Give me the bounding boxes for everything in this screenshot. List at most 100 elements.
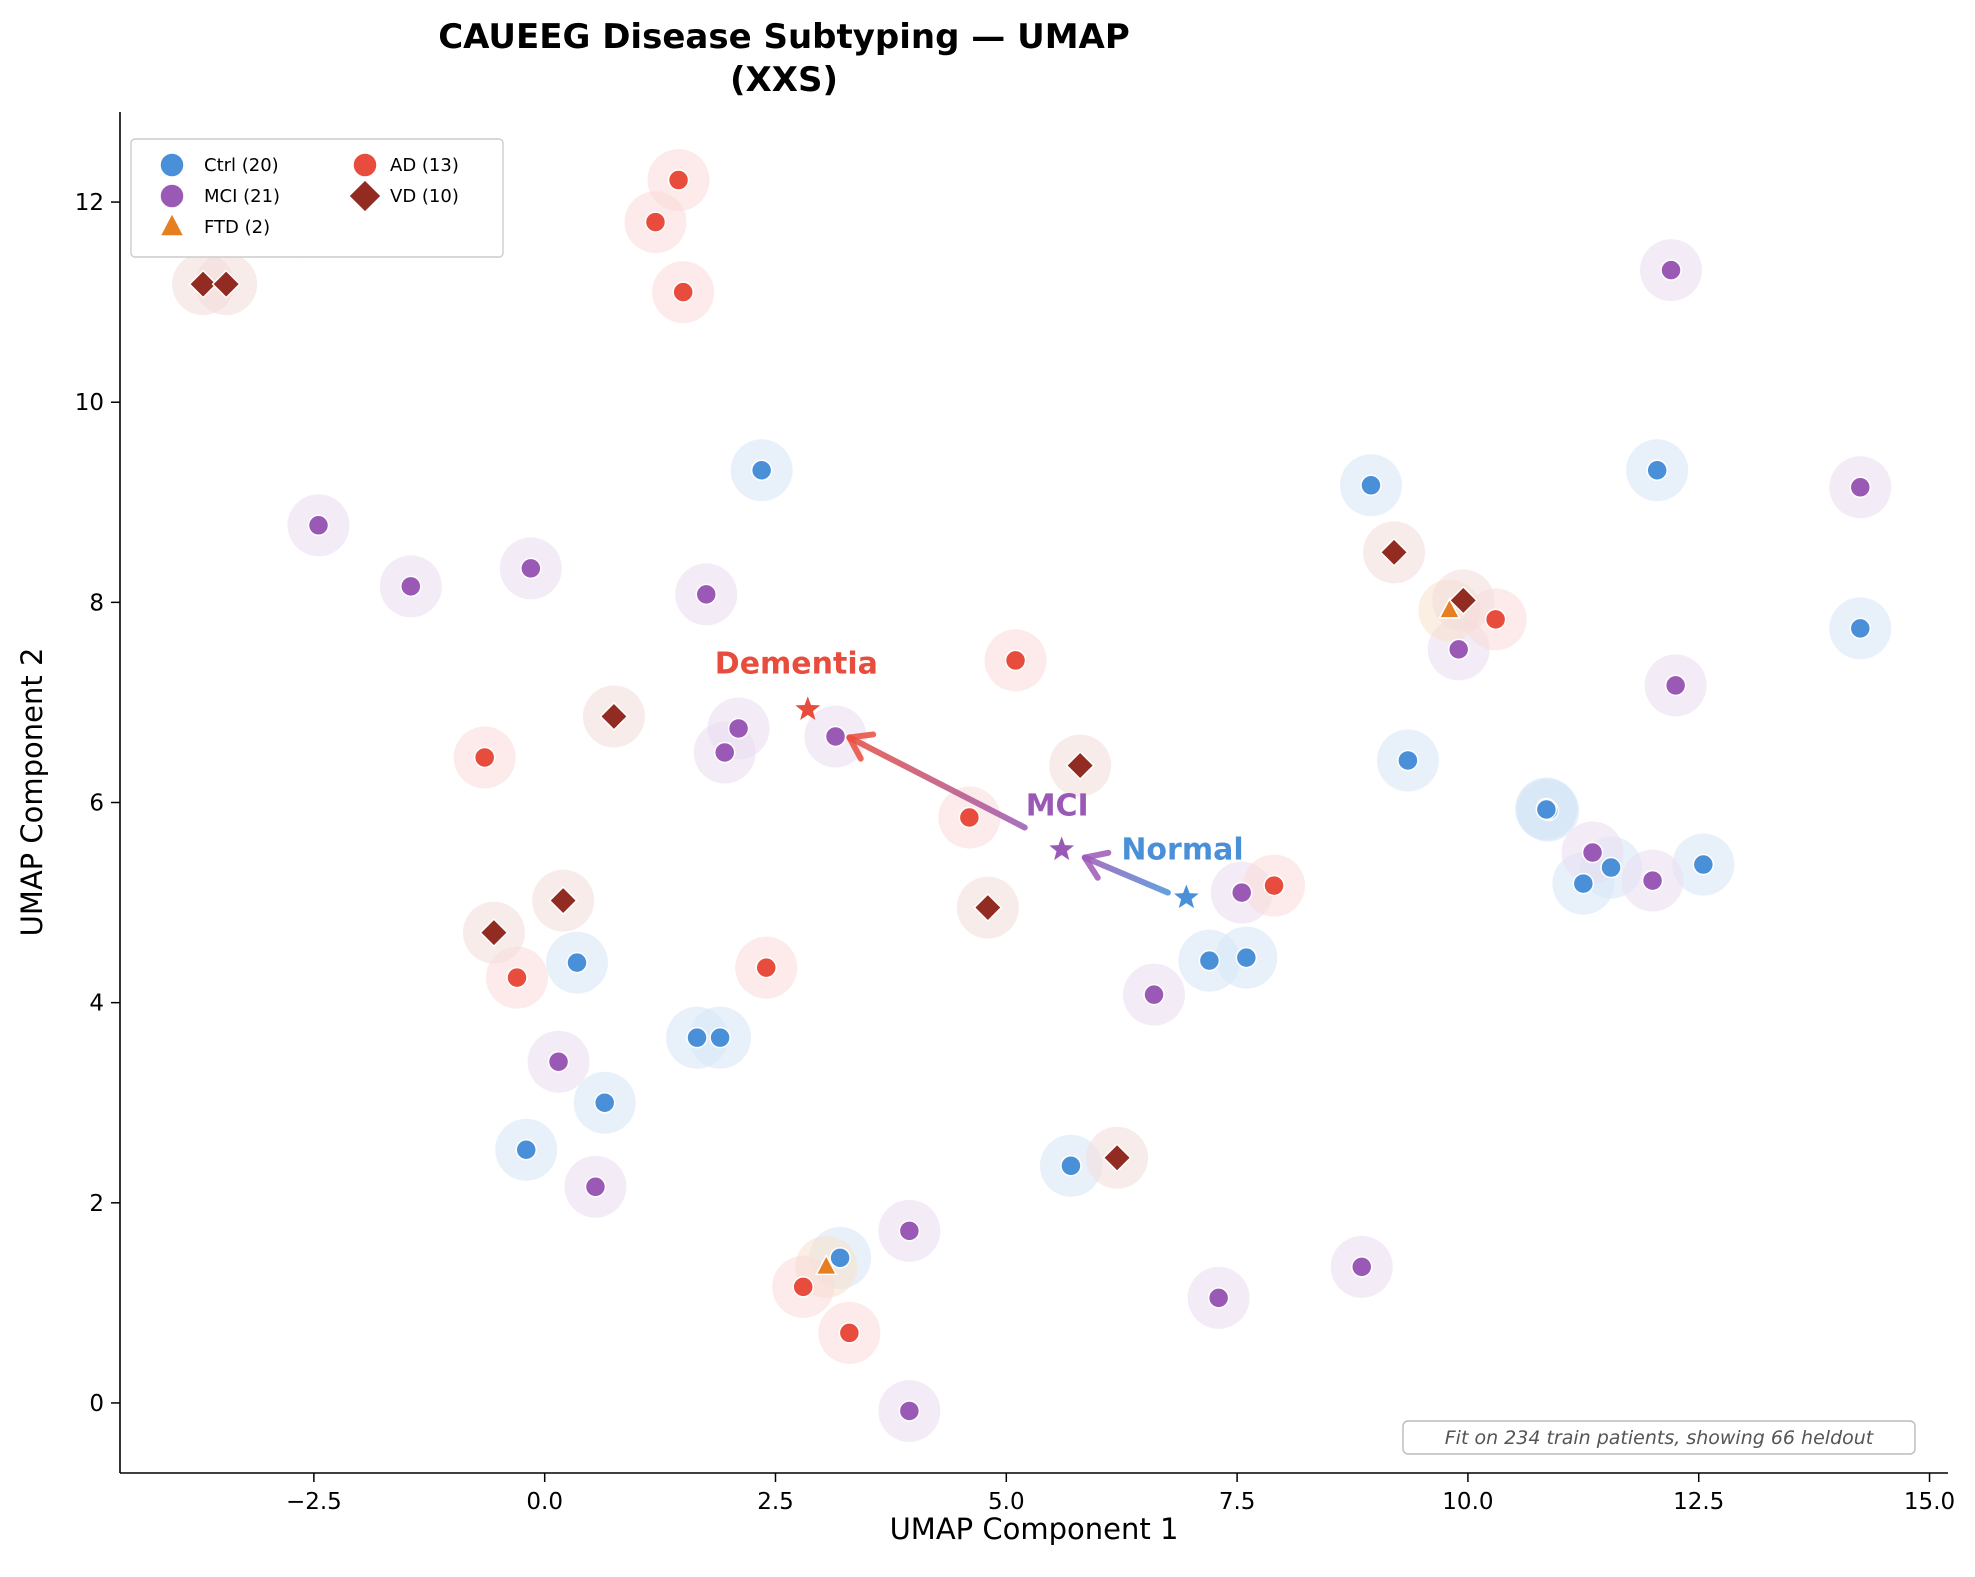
y-axis-ticks: 0 2 4 6 8 10 12 [75,190,120,1417]
data-point-vd [973,893,1003,923]
data-point-ctrl [593,1091,616,1114]
data-point-mci [824,725,847,748]
x-tick-label: 15.0 [1904,1489,1955,1515]
legend-label-vd: VD (10) [390,186,459,207]
data-point-mci [584,1176,607,1198]
data-point-ad [506,966,528,989]
data-point-ctrl [515,1139,537,1161]
data-point-mci [713,741,736,764]
trajectory-arrow-shaft [846,734,1028,831]
data-point-mci [1143,983,1165,1006]
data-point-vd [479,918,509,948]
data-point-ftd [815,1253,838,1276]
centroid-star-mci [1049,836,1075,861]
y-tick-label: 8 [89,590,104,616]
data-point-mci [400,575,422,598]
legend-frame [130,138,504,258]
data-point-ad [1263,874,1285,897]
y-tick-label: 6 [89,791,104,817]
data-point-mci [727,717,750,740]
data-point-ad [792,1276,814,1298]
data-point-ad [672,281,694,303]
data-point-vd [1379,537,1409,567]
x-tick-label: 2.5 [757,1489,794,1515]
y-tick-label: 4 [89,991,104,1017]
data-point-mci [1664,674,1687,697]
centroid-star-dementia [795,696,821,720]
data-point-mci [1641,869,1664,892]
data-point-mci [695,583,718,606]
data-point-mci [1447,638,1470,661]
data-point-ctrl [1849,617,1872,640]
x-tick-label: 10.0 [1442,1489,1493,1515]
data-point-vd [211,269,241,299]
legend-marker-ctrl [159,152,185,178]
legend-label-mci: MCI (21) [204,186,280,207]
trajectory-arrow-head [1081,849,1112,881]
data-point-ad [1484,608,1507,631]
data-point-ad [838,1322,861,1344]
data-point-mci [1207,1287,1230,1309]
data-point-ad [473,746,496,769]
data-point-mci [520,557,542,580]
data-point-vd [1448,585,1478,615]
x-tick-label: 7.5 [1219,1489,1256,1515]
point-layer [188,169,1872,1422]
data-point-ctrl [686,1026,708,1049]
annotation-box: Fit on 234 train patients, showing 66 he… [1402,1420,1916,1455]
data-point-ctrl [1600,856,1622,879]
legend-label-ad: AD (13) [390,155,459,176]
data-point-vd [1065,750,1095,781]
centroid-layer: Normal MCI Dementia [715,646,1244,909]
data-point-mci [1350,1256,1373,1278]
x-axis-ticks: −2.5 0.0 2.5 5.0 7.5 10.0 12.5 15.0 [286,1473,1955,1515]
data-point-vd [188,269,218,299]
trajectory-arrow-head [846,731,877,762]
data-point-ad [755,956,778,979]
data-point-ctrl [1235,946,1258,969]
y-tick-label: 2 [89,1191,104,1217]
data-point-ctrl [1535,798,1558,821]
legend-marker-ad [352,152,378,178]
data-point-ad [958,806,981,829]
data-point-ctrl [1646,459,1668,482]
x-tick-label: 0.0 [526,1489,563,1515]
x-tick-label: −2.5 [286,1489,342,1515]
data-point-mci [898,1220,921,1242]
data-point-vd [599,701,629,732]
y-tick-label: 0 [89,1391,104,1417]
data-point-mci [307,514,330,537]
data-point-mci [1581,841,1604,864]
data-point-ftd [1438,597,1461,619]
data-point-ctrl [566,951,588,974]
trajectory-arrow-shaft [1081,854,1171,896]
centroid-label-dementia: Dementia [715,646,878,681]
chart-title-line2: (XXS) [730,60,838,100]
y-tick-label: 12 [75,190,104,216]
centroid-label-mci: MCI [1026,789,1089,824]
data-point-ad [1004,649,1027,672]
centroid-label-normal: Normal [1121,833,1243,868]
data-point-ctrl [829,1247,851,1269]
y-tick-label: 10 [75,390,104,416]
data-point-mci [1660,259,1682,281]
data-point-ctrl [1572,872,1595,895]
data-point-ctrl [1198,949,1221,972]
arrow-layer [846,731,1171,896]
data-point-mci [1230,881,1253,904]
data-point-mci [547,1050,570,1073]
legend-label-ftd: FTD (2) [204,217,270,238]
x-axis-label: UMAP Component 1 [890,1512,1179,1546]
data-point-ad [644,211,667,233]
data-point-vd [1102,1143,1132,1173]
data-point-ctrl [1397,749,1419,772]
legend: Ctrl (20) MCI (21) FTD (2) AD (13) VD (1… [130,138,504,258]
data-point-ad [667,169,690,191]
data-point-ctrl [709,1026,731,1049]
data-point-mci [1849,476,1872,499]
data-point-mci [898,1400,921,1422]
annotation-text: Fit on 234 train patients, showing 66 he… [1445,1427,1875,1449]
legend-label-ctrl: Ctrl (20) [204,155,279,176]
x-tick-label: 12.5 [1673,1489,1724,1515]
